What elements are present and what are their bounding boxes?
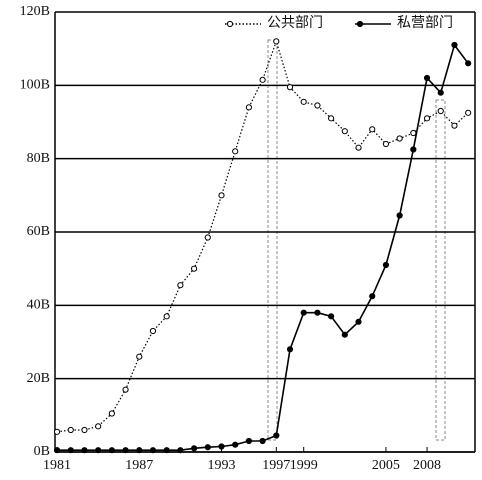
data-point (67, 447, 74, 454)
data-point (273, 432, 280, 439)
x-tick-label: 1987 (125, 458, 153, 473)
legend-label: 私营部门 (397, 15, 453, 31)
data-point (451, 41, 458, 49)
y-tick-label: 100B (20, 78, 50, 93)
data-point (218, 443, 225, 450)
data-point (437, 107, 444, 115)
data-point (95, 447, 102, 454)
highlight-band (267, 39, 278, 441)
data-point (396, 212, 403, 219)
data-point (286, 346, 294, 353)
data-point (136, 447, 143, 454)
data-point (423, 115, 431, 122)
data-point (245, 437, 252, 445)
data-point (259, 437, 266, 445)
data-point (177, 447, 184, 454)
x-tick-label: 1993 (207, 458, 235, 473)
data-point (108, 447, 115, 454)
legend-label: 公共部门 (267, 15, 323, 31)
data-point (465, 60, 472, 67)
x-tick-label: 2008 (413, 458, 441, 473)
data-point (136, 353, 143, 360)
data-point (328, 313, 335, 320)
data-point (190, 445, 198, 452)
data-point (163, 313, 170, 320)
series-line (56, 39, 469, 433)
data-point (149, 447, 157, 454)
data-point (341, 331, 348, 338)
data-point (369, 126, 376, 133)
data-point (259, 76, 266, 83)
data-point (410, 129, 417, 137)
data-point (396, 135, 403, 142)
data-point (341, 128, 348, 135)
data-point (355, 318, 362, 325)
data-point (355, 144, 362, 151)
x-tick-label: 2005 (372, 458, 400, 473)
data-point (286, 84, 294, 91)
data-point (149, 327, 157, 335)
data-point (53, 447, 61, 454)
data-point (204, 444, 211, 451)
data-point (218, 192, 225, 199)
data-point (122, 386, 129, 393)
data-point (465, 109, 472, 116)
y-tick-label: 60B (27, 224, 50, 239)
data-point (95, 423, 102, 430)
data-point (204, 234, 211, 241)
data-point (53, 428, 61, 435)
data-point (273, 38, 280, 45)
data-point (81, 447, 88, 454)
data-point (67, 426, 74, 434)
data-point (232, 148, 239, 155)
legend-marker (226, 20, 234, 28)
x-tick-label: 1999 (290, 458, 318, 473)
series-line (57, 43, 469, 451)
data-point (328, 115, 335, 122)
y-tick-label: 0B (34, 444, 50, 459)
data-point (382, 140, 390, 148)
data-point (245, 104, 252, 111)
data-point (232, 441, 239, 448)
data-point (437, 89, 444, 96)
data-point (369, 293, 376, 300)
data-point (451, 122, 458, 129)
data-point (163, 447, 170, 454)
data-point (314, 309, 321, 316)
data-point (190, 265, 198, 272)
x-tick-label: 1997 (262, 458, 290, 473)
legend-marker (356, 20, 364, 28)
data-point (300, 309, 307, 316)
data-point (423, 74, 431, 82)
data-point (122, 447, 129, 454)
highlight-band (435, 99, 446, 441)
data-point (177, 282, 184, 289)
data-point (382, 261, 390, 269)
y-tick-label: 80B (27, 151, 50, 166)
data-point (300, 98, 307, 105)
data-point (108, 410, 115, 417)
data-point (410, 146, 417, 153)
data-point (314, 102, 321, 109)
y-tick-label: 120B (20, 4, 50, 19)
data-point (81, 426, 88, 434)
y-tick-label: 20B (27, 371, 50, 386)
x-tick-label: 1981 (43, 458, 71, 473)
y-tick-label: 40B (27, 298, 50, 313)
